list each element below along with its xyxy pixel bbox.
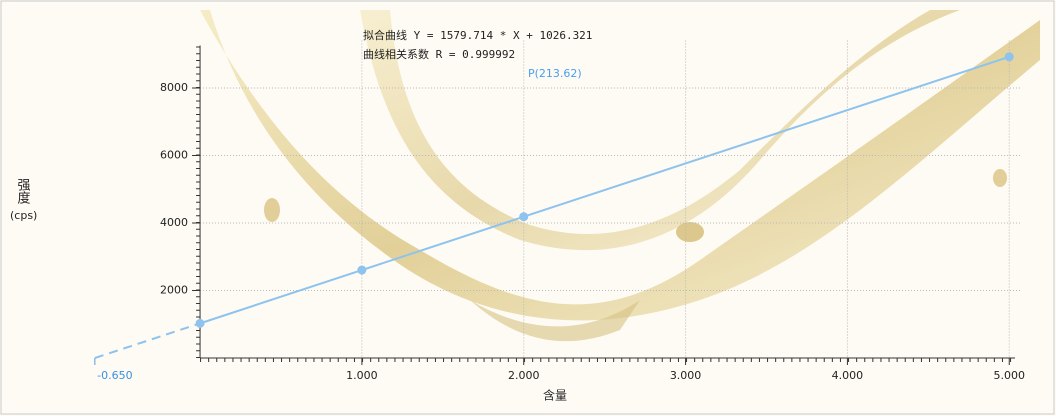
data-point: [1005, 52, 1014, 61]
y-label: 强度: [15, 178, 31, 204]
chart: 强度 (cps) 含量 拟合曲线 Y = 1579.714 * X + 1026…: [0, 0, 1056, 416]
y-tick-label: 4000: [160, 216, 188, 229]
point-label: P(213.62): [528, 67, 582, 80]
x-tick-label: 5.000: [994, 369, 1026, 382]
x-tick-label: 3.000: [670, 369, 702, 382]
y-tick-label: 6000: [160, 149, 188, 162]
x-label: 含量: [543, 388, 567, 403]
y-unit: (cps): [10, 209, 37, 222]
background: [0, 0, 1056, 416]
data-point: [196, 319, 205, 328]
y-tick-label: 2000: [160, 284, 188, 297]
correlation: 曲线相关系数 R = 0.999992: [363, 47, 515, 61]
x-tick-label: -0.650: [97, 369, 132, 382]
fit-equation: 拟合曲线 Y = 1579.714 * X + 1026.321: [363, 28, 592, 42]
data-point: [357, 266, 366, 275]
x-tick-label: 4.000: [832, 369, 864, 382]
x-tick-label: 2.000: [508, 369, 540, 382]
x-tick-label: 1.000: [346, 369, 378, 382]
y-tick-label: 8000: [160, 81, 188, 94]
data-point: [519, 212, 528, 221]
